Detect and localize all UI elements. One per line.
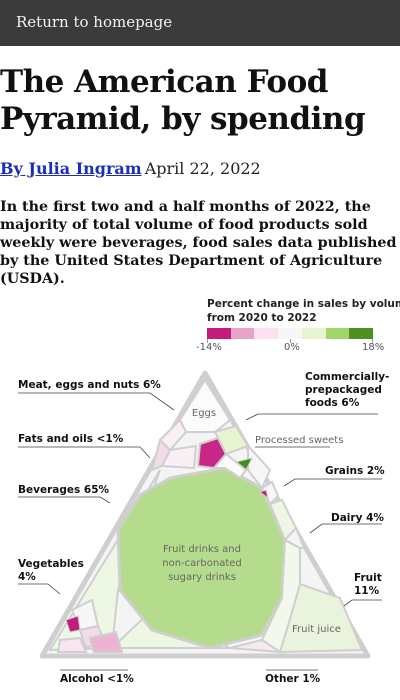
- fruit-drinks-cell[interactable]: [116, 466, 287, 650]
- grains-cell-2[interactable]: [258, 489, 269, 500]
- category-label-grains: Grains 2%: [325, 465, 385, 477]
- category-label-other: Other 1%: [265, 673, 321, 685]
- inner-label-fruit-drinks-2: non-carbonated: [162, 558, 242, 569]
- leader-fruit: [343, 599, 382, 607]
- category-label-vegetables-line-1: Vegetables: [18, 558, 84, 570]
- legend-swatch-6: [349, 328, 374, 339]
- legend-mid-label: 0%: [284, 342, 300, 353]
- leader-beverages: [18, 496, 111, 504]
- category-label-fruit: Fruit 11%: [354, 572, 382, 598]
- legend-title-line-2: from 2020 to 2022: [207, 312, 317, 324]
- legend-title: Percent change in sales by volume from 2…: [207, 297, 400, 325]
- commercial-cell-2[interactable]: [211, 452, 248, 480]
- category-label-dairy: Dairy 4%: [331, 512, 384, 524]
- legend-min-label: -14%: [196, 342, 222, 353]
- legend-swatch-3: [278, 328, 302, 339]
- leader-grains: [283, 478, 382, 487]
- legend-swatch-0: [207, 328, 231, 339]
- article-lede: In the first two and a half months of 20…: [0, 199, 397, 287]
- legend-max-label: 18%: [362, 342, 385, 353]
- category-label-meat: Meat, eggs and nuts 6%: [18, 379, 161, 391]
- dairy-cell-2[interactable]: [283, 526, 306, 549]
- legend-swatch-2: [254, 328, 279, 339]
- category-label-commercial-line-1: Commercially-: [305, 371, 390, 383]
- food-pyramid-voronoi-chart: Eggs Processed sweets Fruit drinks and n…: [18, 370, 382, 671]
- legend-title-line-1: Percent change in sales by volume: [207, 298, 400, 310]
- grains-cell-1[interactable]: [260, 480, 280, 506]
- category-label-commercial: Commercially- prepackaged foods 6%: [305, 371, 389, 410]
- legend-swatch-1: [230, 328, 255, 339]
- category-label-fruit-line-2: 11%: [354, 585, 380, 597]
- fats-cell[interactable]: [150, 438, 172, 472]
- publish-date: April 22, 2022: [144, 159, 261, 178]
- inner-label-fruit-drinks-1: Fruit drinks and: [163, 544, 241, 555]
- leader-fats: [18, 446, 151, 459]
- legend-swatch-4: [301, 328, 326, 339]
- fruit-cell-2[interactable]: [260, 538, 301, 654]
- leader-vegetables: [18, 583, 61, 595]
- return-to-homepage-link[interactable]: Return to homepage: [16, 13, 173, 31]
- top-nav-bar: Return to homepage: [0, 0, 400, 46]
- leader-dairy: [309, 523, 382, 534]
- inner-label-eggs: Eggs: [192, 408, 216, 419]
- legend-ticks: [207, 339, 373, 343]
- inner-label-fruit-juice: Fruit juice: [292, 624, 341, 635]
- category-label-vegetables-line-2: 4%: [18, 571, 36, 583]
- eggs-cell[interactable]: [178, 378, 232, 433]
- category-label-fruit-line-1: Fruit: [354, 572, 382, 584]
- alcohol-cell-1[interactable]: [88, 630, 124, 653]
- inner-label-processed-sweets: Processed sweets: [255, 435, 343, 446]
- leader-meat: [18, 392, 175, 411]
- byline: By Julia Ingram April 22, 2022: [0, 159, 261, 178]
- category-label-beverages: Beverages 65%: [18, 484, 110, 496]
- other-cell[interactable]: [229, 638, 284, 654]
- legend-swatch-5: [325, 328, 350, 339]
- category-label-commercial-line-2: prepackaged: [305, 384, 382, 396]
- category-label-alcohol: Alcohol <1%: [60, 673, 134, 685]
- inner-label-fruit-drinks-3: sugary drinks: [168, 572, 236, 583]
- article-headline: The American Food Pyramid, by spending: [0, 64, 366, 137]
- leader-commercial: [245, 413, 378, 421]
- category-label-fats: Fats and oils <1%: [18, 433, 124, 445]
- legend-color-scale: [207, 328, 374, 339]
- category-label-commercial-line-3: foods 6%: [305, 397, 360, 409]
- author-link[interactable]: By Julia Ingram: [0, 159, 142, 178]
- alcohol-cell-2[interactable]: [56, 636, 88, 653]
- category-label-vegetables: Vegetables 4%: [18, 558, 84, 584]
